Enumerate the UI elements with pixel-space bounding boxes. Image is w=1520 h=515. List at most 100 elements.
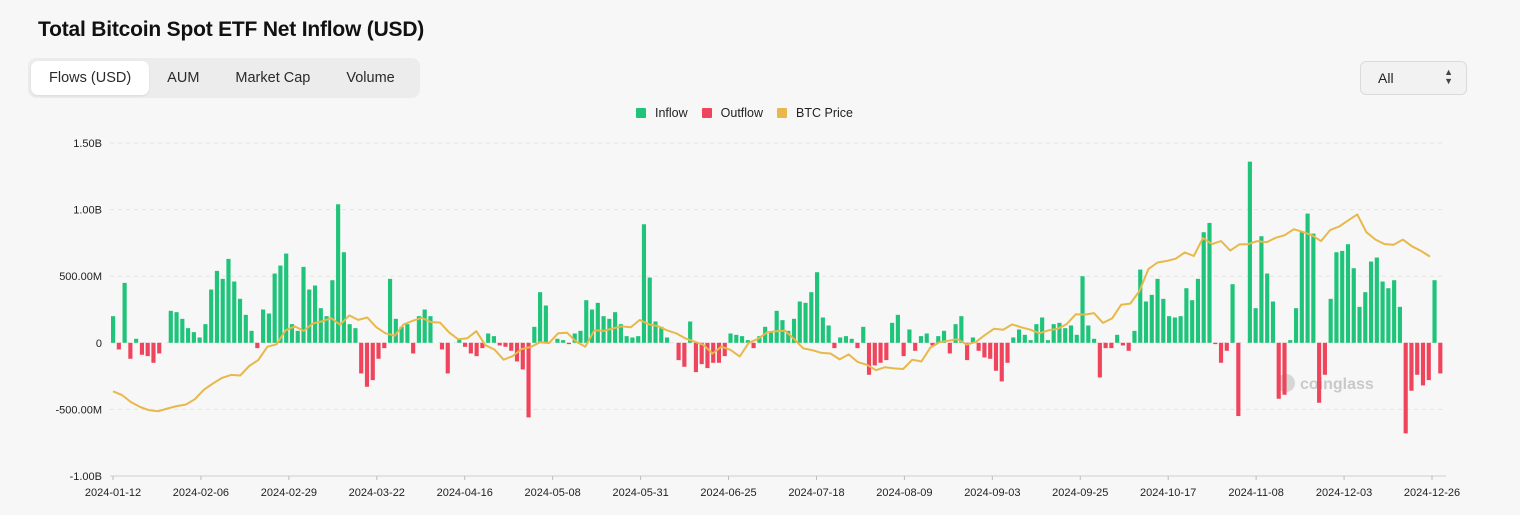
inflow-bar [174, 312, 179, 343]
outflow-bar [480, 342, 485, 349]
inflow-bar [226, 258, 231, 343]
inflow-bar [134, 338, 139, 343]
x-tick-label: 2024-04-16 [437, 487, 493, 499]
inflow-bar [261, 309, 266, 343]
inflow-bar [538, 292, 543, 343]
inflow-bar [936, 336, 941, 343]
tab-aum[interactable]: AUM [167, 70, 200, 86]
inflow-bar [289, 324, 295, 343]
inflow-bar [907, 329, 912, 343]
outflow-bar [520, 342, 525, 370]
legend-swatch-outflow [701, 108, 712, 118]
legend-item-btc-price[interactable]: BTC Price [777, 106, 853, 120]
inflow-bar [1040, 317, 1045, 343]
inflow-bar [1080, 276, 1085, 343]
outflow-bar [993, 342, 999, 371]
inflow-bar [197, 337, 202, 343]
inflow-bar [428, 316, 433, 343]
legend-label-btc-price: BTC Price [796, 106, 853, 120]
x-tick-label: 2024-07-18 [788, 487, 844, 499]
y-tick-label: 500.00M [59, 271, 102, 283]
outflow-bar [878, 342, 883, 363]
inflow-bar [1340, 250, 1345, 343]
inflow-bar [1357, 306, 1362, 343]
x-tick-label: 2024-09-03 [964, 487, 1020, 499]
inflow-bar [768, 332, 773, 343]
outflow-bar [1420, 342, 1426, 386]
x-tick-label: 2024-06-25 [700, 487, 756, 499]
x-tick-label: 2024-05-08 [525, 487, 581, 499]
outflow-bar [866, 342, 872, 375]
outflow-bar [1438, 342, 1443, 374]
inflow-bar [555, 338, 560, 343]
inflow-bar [186, 328, 191, 343]
inflow-bar [214, 270, 220, 343]
chart-legend: Inflow Outflow BTC Price [636, 106, 867, 120]
outflow-bar [445, 342, 450, 374]
tab-flows-usd[interactable]: Flows (USD) [31, 61, 150, 95]
outflow-bar [693, 342, 698, 373]
inflow-bar [1068, 325, 1074, 343]
inflow-bar [1074, 334, 1079, 343]
outflow-bar [145, 342, 150, 357]
outflow-bar [930, 342, 935, 346]
y-tick-label: 1.00B [73, 205, 102, 217]
inflow-bar [1293, 308, 1299, 343]
inflow-bar [1149, 294, 1154, 343]
tab-market-cap[interactable]: Market Cap [235, 70, 311, 86]
outflow-bar [884, 342, 889, 361]
outflow-bar [682, 342, 687, 367]
up-down-chevron-icon: ▲ ▼ [1444, 67, 1453, 86]
outflow-bar [566, 342, 572, 345]
time-range-select[interactable]: All ▲ ▼ [1360, 61, 1467, 95]
outflow-bar [751, 342, 756, 349]
inflow-bar [595, 302, 600, 343]
inflow-bar [486, 333, 491, 343]
inflow-bar [953, 324, 958, 343]
inflow-bar [653, 321, 658, 343]
inflow-bar [266, 313, 271, 343]
inflow-bar [820, 317, 825, 343]
inflow-bar [1132, 330, 1137, 343]
inflow-bar [1201, 232, 1206, 343]
inflow-bar [578, 330, 583, 343]
inflow-bar [924, 333, 929, 343]
inflow-bar [1253, 308, 1258, 343]
outflow-bar [1120, 342, 1125, 346]
inflow-bar [301, 266, 306, 343]
x-tick-label: 2024-05-31 [612, 487, 668, 499]
inflow-bar [757, 336, 762, 343]
inflow-bar [1143, 301, 1149, 343]
inflow-bar [895, 314, 900, 343]
inflow-bar [307, 289, 312, 343]
inflow-bar [786, 330, 791, 343]
legend-item-inflow[interactable]: Inflow [636, 106, 688, 120]
outflow-bar [151, 342, 156, 363]
tab-volume[interactable]: Volume [346, 70, 395, 86]
outflow-bar [468, 342, 473, 354]
inflow-bar [1045, 340, 1050, 343]
inflow-bar [561, 340, 566, 343]
inflow-bar [791, 318, 797, 343]
outflow-bar [872, 342, 877, 366]
outflow-bar [1218, 342, 1224, 363]
inflow-bar [324, 316, 329, 343]
inflow-bar [774, 310, 779, 343]
inflow-bar [111, 316, 116, 343]
legend-item-outflow[interactable]: Outflow [701, 106, 763, 120]
inflow-bar [815, 272, 820, 343]
outflow-bar [947, 342, 952, 354]
inflow-bar [543, 305, 548, 343]
legend-swatch-inflow [636, 108, 646, 118]
inflow-bar [861, 326, 866, 343]
outflow-bar [509, 342, 514, 351]
inflow-bar [728, 333, 733, 343]
inflow-bar [745, 340, 750, 343]
inflow-bar [209, 289, 214, 343]
outflow-bar [503, 342, 508, 347]
inflow-bar [330, 280, 335, 343]
inflow-bar [641, 224, 647, 343]
inflow-bar [353, 328, 358, 343]
inflow-bar [220, 278, 225, 343]
x-tick-label: 2024-09-25 [1052, 487, 1108, 499]
